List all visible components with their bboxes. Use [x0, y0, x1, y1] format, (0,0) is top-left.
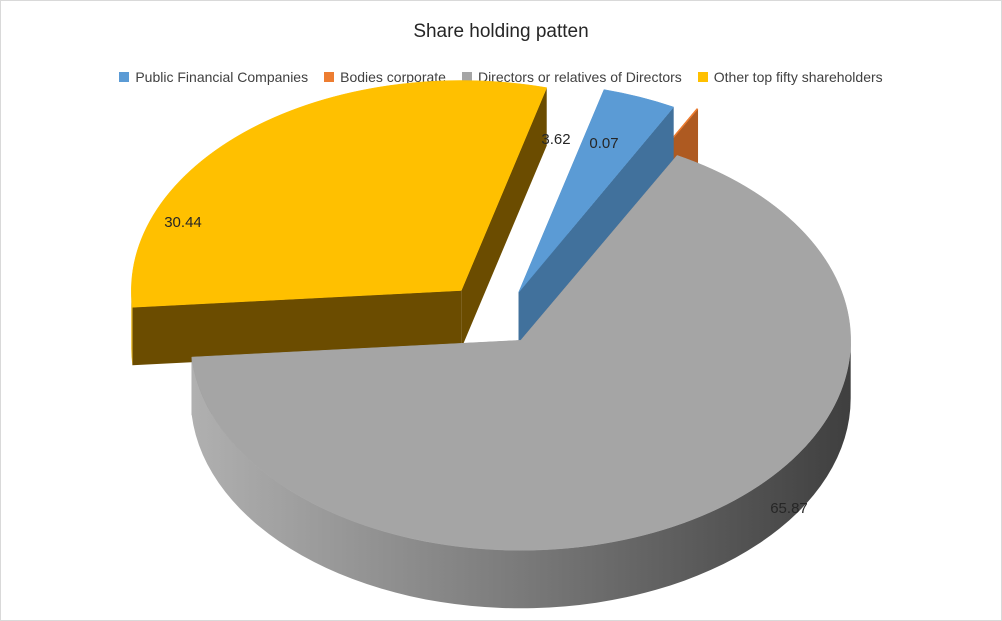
legend-label-bodies-corporate: Bodies corporate: [340, 69, 446, 85]
legend-label-other-top-fifty: Other top fifty shareholders: [713, 69, 883, 85]
legend-swatch-bodies-corporate: [324, 72, 335, 82]
legend-swatch-other-top-fifty: [697, 72, 708, 82]
legend-label-directors: Directors or relatives of Directors: [477, 69, 682, 85]
pie-slice-wall-other-top-fifty-0: [131, 290, 133, 366]
legend-item-bodies-corporate: Bodies corporate: [324, 69, 446, 85]
pie-slice-side-other-top-fifty-0: [132, 290, 462, 366]
pie-slice-wall-directors-0: [191, 340, 851, 609]
data-label-other-top-fifty: 30.44: [164, 214, 202, 231]
data-label-directors: 65.87: [770, 500, 808, 517]
legend-swatch-public-financial-companies: [119, 72, 130, 82]
pie-slice-side-other-top-fifty-1: [461, 87, 547, 349]
pie-data-labels: 3.62 0.07 65.87 30.44: [164, 131, 808, 517]
pie-slice-directors: [191, 155, 851, 609]
pie-slice-public-financial-companies: [518, 89, 675, 351]
legend-label-public-financial-companies: Public Financial Companies: [135, 69, 309, 85]
legend-swatch-directors: [461, 72, 472, 82]
pie-slice-top-public-financial-companies: [518, 89, 675, 293]
pie-slice-side-public-financial-companies-1: [518, 107, 674, 351]
pie-slice-top-directors: [191, 155, 851, 551]
legend-item-directors: Directors or relatives of Directors: [461, 69, 682, 85]
legend-item-public-financial-companies: Public Financial Companies: [119, 69, 308, 85]
chart-legend: Public Financial Companies Bodies corpor…: [1, 69, 1001, 85]
data-label-public-financial-companies: 3.62: [541, 131, 570, 148]
pie-slices: [131, 80, 851, 609]
data-label-bodies-corporate: 0.07: [589, 135, 618, 152]
legend-item-other-top-fifty: Other top fifty shareholders: [697, 69, 883, 85]
pie-slice-top-other-top-fifty: [131, 80, 548, 308]
chart-title: Share holding patten: [413, 21, 589, 42]
pie-slice-other-top-fifty: [131, 80, 548, 366]
